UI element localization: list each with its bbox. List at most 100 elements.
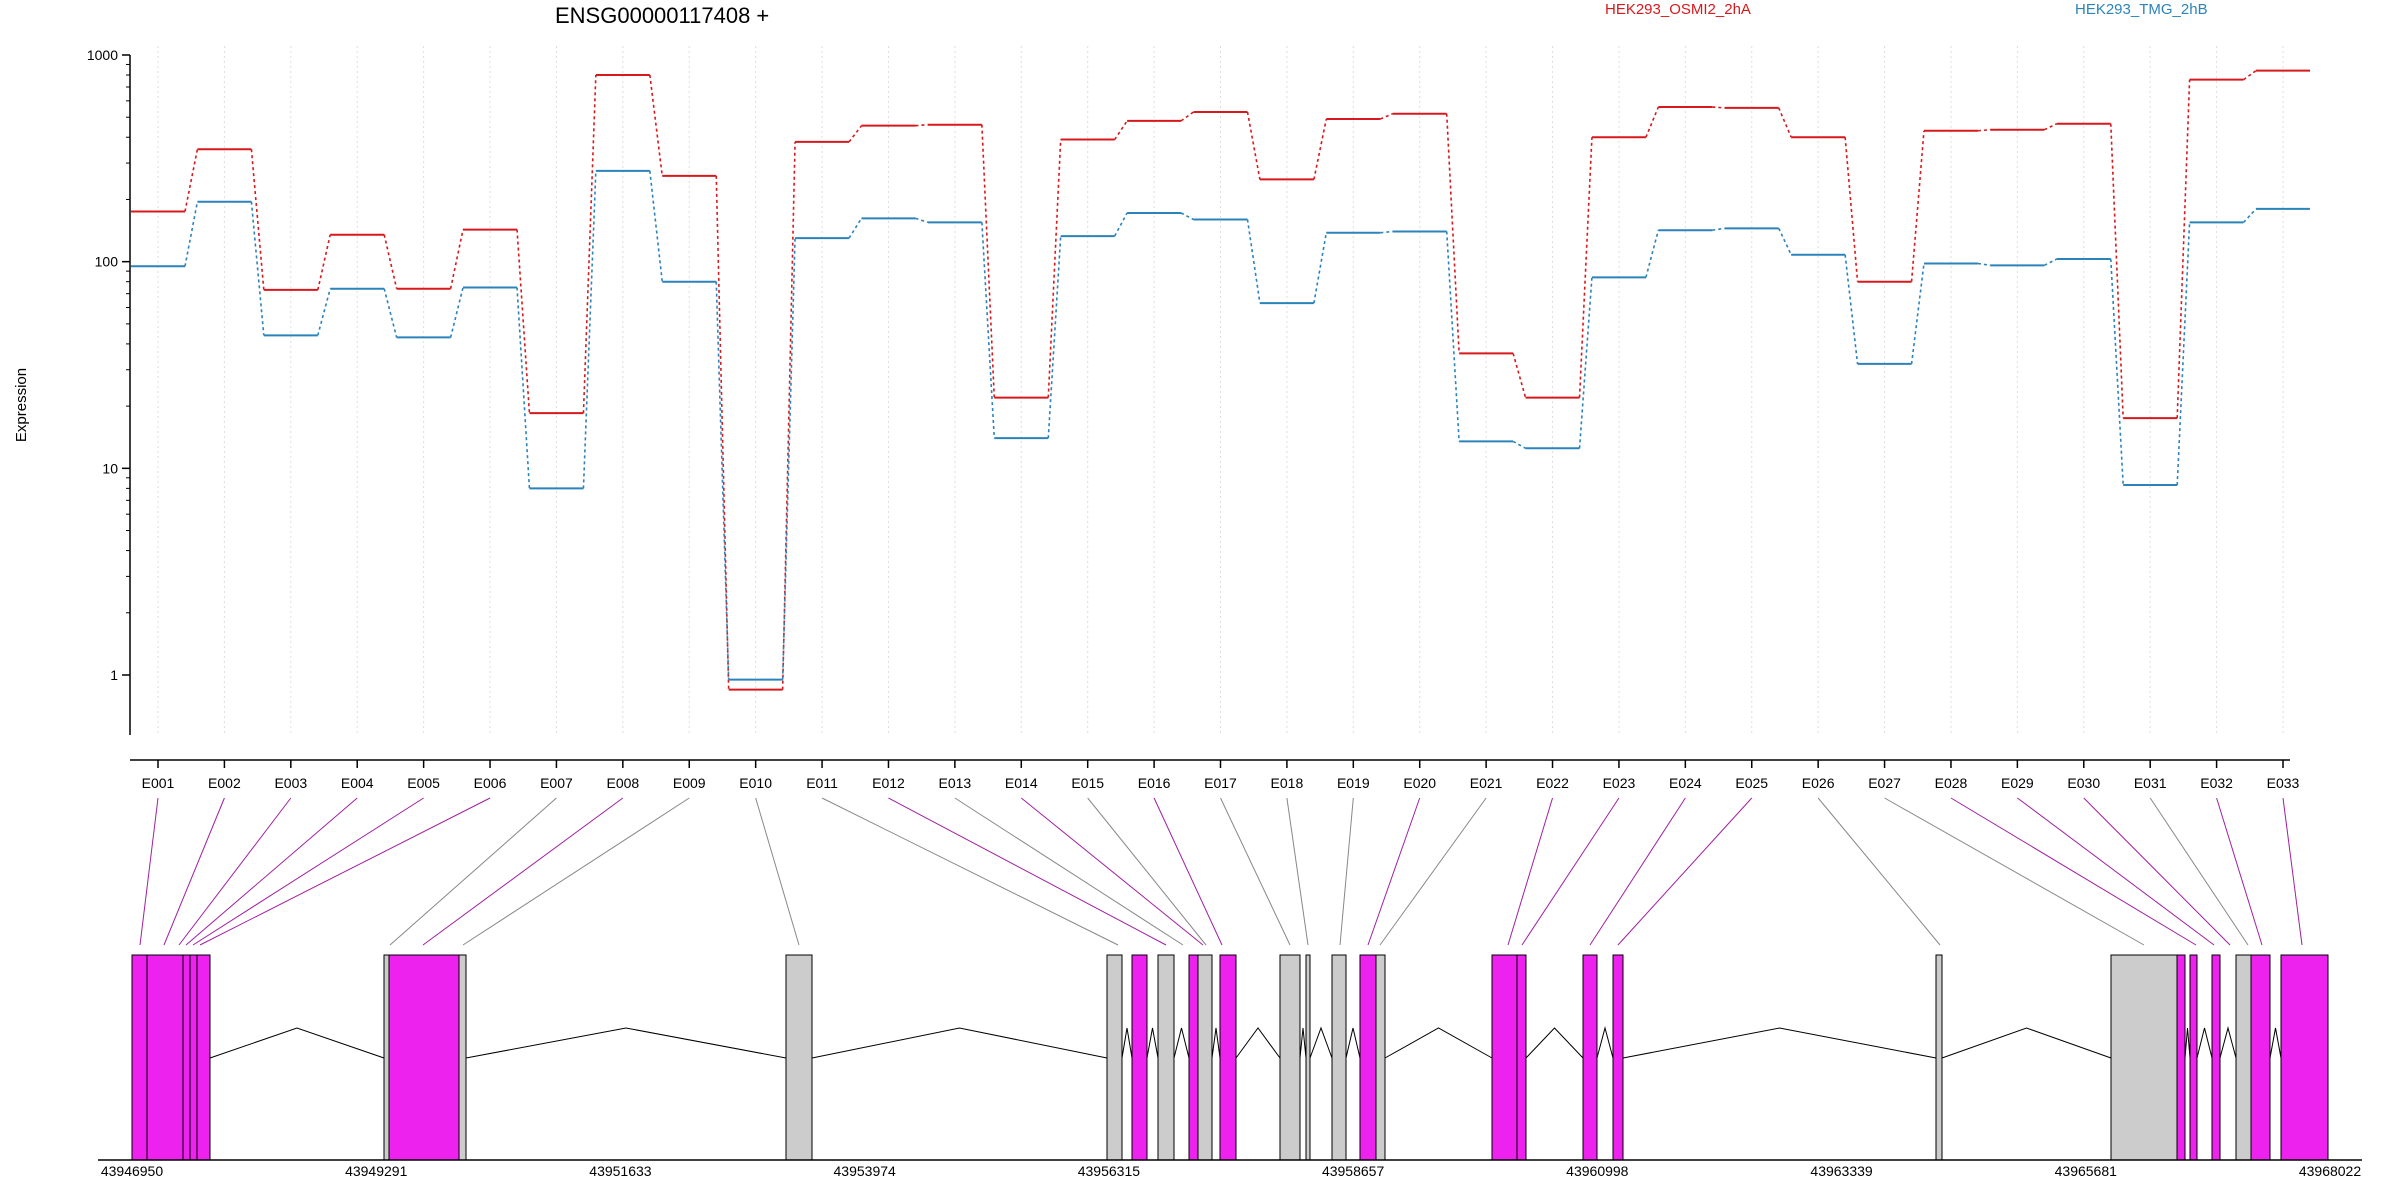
exon-block xyxy=(383,954,390,1161)
series-2-connector xyxy=(1047,236,1062,439)
intron-line xyxy=(1525,1027,1584,1059)
intron-line xyxy=(1121,1027,1133,1059)
highlighted-exon-block xyxy=(1516,954,1527,1161)
x-tick-label: E032 xyxy=(2200,775,2233,791)
x-tick-label: E023 xyxy=(1603,775,1636,791)
exon-block xyxy=(458,954,467,1161)
exon-connector-E004 xyxy=(185,797,358,946)
intron-line xyxy=(2196,1027,2213,1059)
exon-connector-E020 xyxy=(1367,797,1421,946)
series-2-connector xyxy=(1844,254,1859,365)
exon-connector-E024 xyxy=(1589,797,1686,946)
exon-connector-E031 xyxy=(2149,797,2249,946)
exon-connector-E006 xyxy=(199,797,491,946)
legend-entry-series-1: HEK293_OSMI2_2hA xyxy=(1605,1,1751,18)
genomic-coordinate-label: 43949291 xyxy=(345,1163,408,1179)
exon-connector-E030 xyxy=(2083,797,2231,946)
exon-connector-E003 xyxy=(178,797,292,946)
series-1-connector xyxy=(1844,137,1859,282)
series-2-connector xyxy=(383,288,398,338)
x-tick-label: E018 xyxy=(1271,775,1304,791)
intron-line xyxy=(465,1027,787,1059)
intron-line xyxy=(1299,1027,1307,1059)
series-1-connector xyxy=(317,234,331,291)
exon-connector-E021 xyxy=(1379,797,1487,946)
series-1-connector xyxy=(582,74,597,414)
legend-entry-series-2: HEK293_TMG_2hB xyxy=(2075,1,2208,18)
genomic-coordinate-label: 43958657 xyxy=(1322,1163,1385,1179)
series-1-connector xyxy=(516,229,531,414)
x-tick-label: E010 xyxy=(739,775,772,791)
genomic-coordinate-label: 43956315 xyxy=(1078,1163,1141,1179)
series-2-connector xyxy=(1977,262,1991,267)
x-tick-label: E025 xyxy=(1735,775,1768,791)
exon-connector-E017 xyxy=(1220,797,1291,946)
series-2-connector xyxy=(715,281,730,680)
highlighted-exon-block xyxy=(146,954,184,1161)
series-2-connector xyxy=(449,287,464,338)
exon-connector-E015 xyxy=(1087,797,1207,946)
exon-connector-E025 xyxy=(1617,797,1753,946)
genomic-coordinate-label: 43965681 xyxy=(2055,1163,2118,1179)
series-2-connector xyxy=(2243,208,2257,223)
series-2-connector xyxy=(1578,277,1593,449)
series-1-connector xyxy=(1645,106,1660,138)
y-tick-label: 10 xyxy=(102,460,118,476)
exon-connector-E001 xyxy=(139,797,159,946)
highlighted-exon-block xyxy=(189,954,198,1161)
series-2-connector xyxy=(1645,229,1660,278)
series-2-connector xyxy=(915,217,929,224)
x-tick-label: E014 xyxy=(1005,775,1038,791)
highlighted-exon-block xyxy=(2176,954,2186,1161)
intron-line xyxy=(2219,1026,2237,1059)
exon-connector-E023 xyxy=(1521,797,1620,946)
series-2-connector xyxy=(2044,258,2058,267)
highlighted-exon-block xyxy=(1188,954,1199,1161)
highlighted-exon-block xyxy=(1359,954,1377,1161)
intron-line xyxy=(1173,1027,1190,1059)
intron-line xyxy=(1235,1027,1281,1059)
highlighted-exon-block xyxy=(2250,954,2271,1161)
exon-connector-E026 xyxy=(1817,797,1941,946)
x-tick-label: E026 xyxy=(1802,775,1835,791)
genomic-coordinate-label: 43963339 xyxy=(1810,1163,1873,1179)
exon-connector-E018 xyxy=(1286,797,1309,946)
series-2-connector xyxy=(1445,231,1460,442)
series-1-connector xyxy=(184,149,199,212)
exon-block xyxy=(1305,954,1311,1161)
series-2-connector xyxy=(1113,212,1128,237)
series-1-connector xyxy=(848,125,863,143)
genomic-coordinate-label: 43946950 xyxy=(101,1163,164,1179)
intron-line xyxy=(1146,1027,1159,1059)
series-1-connector xyxy=(1712,106,1725,109)
genomic-coordinate-label: 43951633 xyxy=(589,1163,652,1179)
series-2-connector xyxy=(2109,258,2124,486)
series-2-connector xyxy=(1712,227,1725,231)
exon-connector-E013 xyxy=(954,797,1184,946)
y-axis-label: Expression xyxy=(13,368,30,442)
exon-connector-E010 xyxy=(755,797,800,946)
series-1-connector xyxy=(2109,123,2124,419)
exon-block xyxy=(2110,954,2178,1161)
highlighted-exon-block xyxy=(196,954,211,1161)
exon-connector-E012 xyxy=(888,797,1167,946)
exon-connector-E016 xyxy=(1153,797,1223,946)
x-tick-label: E017 xyxy=(1204,775,1237,791)
x-tick-label: E022 xyxy=(1536,775,1569,791)
highlighted-exon-block xyxy=(131,954,148,1161)
intron-line xyxy=(209,1027,385,1059)
x-tick-label: E013 xyxy=(939,775,972,791)
y-tick-label: 100 xyxy=(95,254,119,270)
series-1-connector xyxy=(715,175,730,690)
series-1-connector xyxy=(2176,79,2191,419)
intron-line xyxy=(1345,1027,1361,1059)
exon-connector-E029 xyxy=(2017,797,2215,946)
series-2-connector xyxy=(184,201,199,267)
x-tick-label: E009 xyxy=(673,775,706,791)
x-tick-label: E005 xyxy=(407,775,440,791)
exon-connector-E033 xyxy=(2282,797,2303,946)
series-2-connector xyxy=(1380,230,1393,234)
series-1-connector xyxy=(1445,113,1460,354)
x-tick-label: E027 xyxy=(1868,775,1901,791)
